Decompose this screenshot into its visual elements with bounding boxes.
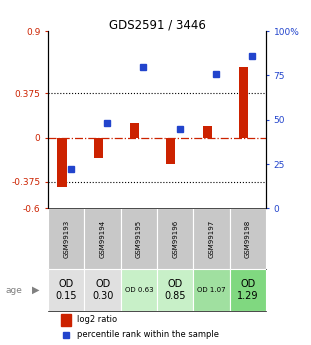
Bar (58, 138, 67, 187)
Bar (166, 138, 175, 164)
Text: GSM99193: GSM99193 (63, 220, 69, 258)
Text: GSM99198: GSM99198 (245, 220, 251, 258)
Text: OD
1.29: OD 1.29 (237, 279, 258, 301)
Text: OD 0.63: OD 0.63 (125, 287, 153, 293)
Text: OD
0.85: OD 0.85 (165, 279, 186, 301)
FancyBboxPatch shape (121, 269, 157, 311)
FancyBboxPatch shape (85, 269, 121, 311)
FancyBboxPatch shape (157, 208, 193, 269)
Text: OD 1.07: OD 1.07 (197, 287, 226, 293)
Bar (61, 314, 71, 326)
Text: log2 ratio: log2 ratio (77, 315, 117, 324)
Text: ▶: ▶ (32, 285, 39, 295)
Text: OD
0.15: OD 0.15 (56, 279, 77, 301)
Text: GSM99194: GSM99194 (100, 220, 106, 258)
FancyBboxPatch shape (157, 269, 193, 311)
Text: percentile rank within the sample: percentile rank within the sample (77, 331, 219, 339)
Bar (202, 126, 212, 138)
Text: GSM99196: GSM99196 (172, 220, 178, 258)
Bar (239, 67, 248, 138)
FancyBboxPatch shape (121, 208, 157, 269)
Text: OD
0.30: OD 0.30 (92, 279, 113, 301)
FancyBboxPatch shape (85, 208, 121, 269)
Text: age: age (5, 286, 22, 295)
Bar (130, 123, 139, 138)
Bar (94, 138, 103, 158)
FancyBboxPatch shape (230, 208, 266, 269)
Text: GSM99197: GSM99197 (208, 220, 215, 258)
FancyBboxPatch shape (48, 269, 85, 311)
FancyBboxPatch shape (193, 269, 230, 311)
Text: GSM99195: GSM99195 (136, 220, 142, 258)
FancyBboxPatch shape (48, 208, 85, 269)
FancyBboxPatch shape (230, 269, 266, 311)
FancyBboxPatch shape (193, 208, 230, 269)
Title: GDS2591 / 3446: GDS2591 / 3446 (109, 18, 206, 31)
